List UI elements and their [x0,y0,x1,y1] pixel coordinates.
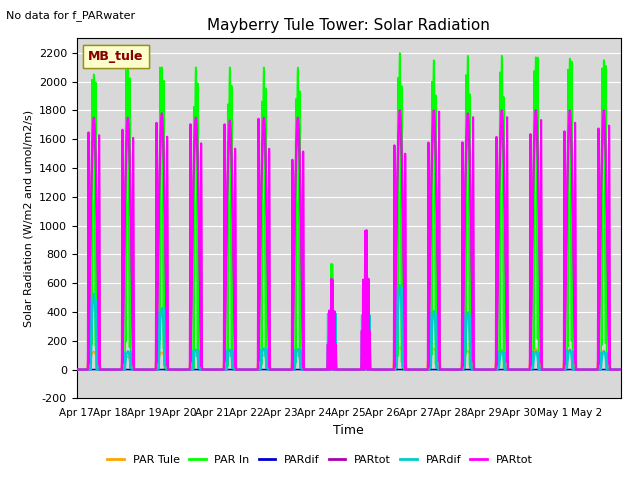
PAR In [617,367,625,372]
PARdif [617,367,625,372]
PARdif [186,367,193,372]
PAR In [525,367,532,372]
PARdif [73,367,81,372]
PAR Tule [398,350,406,356]
PARdif [498,348,506,354]
PARdif [369,367,377,372]
PARdif [539,367,547,372]
PARtot [73,367,81,372]
PARtot [369,367,377,372]
PARtot [186,367,193,372]
Line: PARtot: PARtot [77,110,621,370]
PARdif [369,367,377,372]
Legend: MB_tule: MB_tule [83,45,148,68]
PARtot [539,367,547,372]
PAR In [498,58,506,63]
PAR Tule [498,347,506,352]
PARtot [617,367,625,372]
Line: PARtot: PARtot [77,118,621,370]
PARtot [398,167,406,173]
PAR In [396,50,404,56]
PARdif [398,367,406,372]
PAR Tule [525,367,532,372]
Line: PARdif: PARdif [77,285,621,370]
PARdif [398,347,406,353]
PAR In [369,367,377,372]
PAR Tule [73,367,81,372]
PAR In [73,367,81,372]
PARtot [539,367,547,372]
PARtot [398,161,406,167]
PARtot [498,108,506,113]
Title: Mayberry Tule Tower: Solar Radiation: Mayberry Tule Tower: Solar Radiation [207,18,490,33]
PARdif [539,367,547,372]
PARtot [73,367,81,372]
X-axis label: Time: Time [333,424,364,437]
Line: PAR In: PAR In [77,53,621,370]
PARdif [525,367,532,372]
PAR Tule [186,362,193,368]
PAR In [539,367,547,372]
PARdif [396,282,404,288]
Line: PAR Tule: PAR Tule [77,348,621,370]
PARtot [600,108,607,113]
PAR Tule [396,345,404,350]
PARdif [525,367,532,372]
PAR In [186,367,193,372]
PARtot [369,367,377,372]
PARdif [73,367,81,372]
PARdif [186,367,193,372]
PARdif [498,367,506,372]
PARtot [525,367,532,372]
PARtot [186,367,193,372]
PAR Tule [617,367,625,372]
Y-axis label: Solar Radiation (W/m2 and umol/m2/s): Solar Radiation (W/m2 and umol/m2/s) [23,110,33,327]
PAR In [398,215,406,221]
PARtot [617,367,625,372]
Text: No data for f_PARwater: No data for f_PARwater [6,10,136,21]
PARtot [525,367,532,372]
PAR Tule [539,367,547,372]
PARtot [600,115,607,121]
PAR Tule [369,367,377,372]
PARtot [498,115,506,121]
Legend: PAR Tule, PAR In, PARdif, PARtot, PARdif, PARtot: PAR Tule, PAR In, PARdif, PARtot, PARdif… [103,451,537,469]
PARdif [617,367,625,372]
